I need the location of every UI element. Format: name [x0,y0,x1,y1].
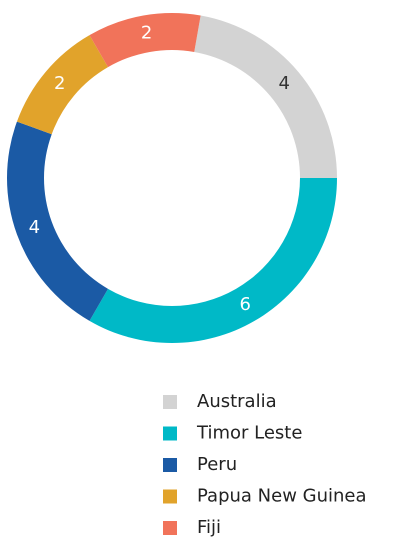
legend-label: Fiji [197,517,221,538]
pie-segment [16,35,109,135]
legend-swatch [163,395,177,409]
data-label: 2 [54,73,65,94]
legend-label: Peru [197,454,237,475]
legend-swatch [163,426,177,441]
legend-swatch [163,458,177,472]
legend-label: Timor Leste [196,423,302,444]
legend-swatch [163,489,177,504]
pie-segment [89,178,337,344]
data-label: 4 [278,73,289,94]
pie-segment [194,15,337,179]
data-label: 6 [240,294,251,315]
pie-segment [7,121,109,321]
legend-label: Papua New Guinea [197,486,367,507]
legend-label: Australia [197,391,277,412]
pie-segment [89,13,201,68]
legend-swatch [163,521,177,535]
data-label: 2 [141,23,152,44]
data-label: 4 [29,217,40,238]
